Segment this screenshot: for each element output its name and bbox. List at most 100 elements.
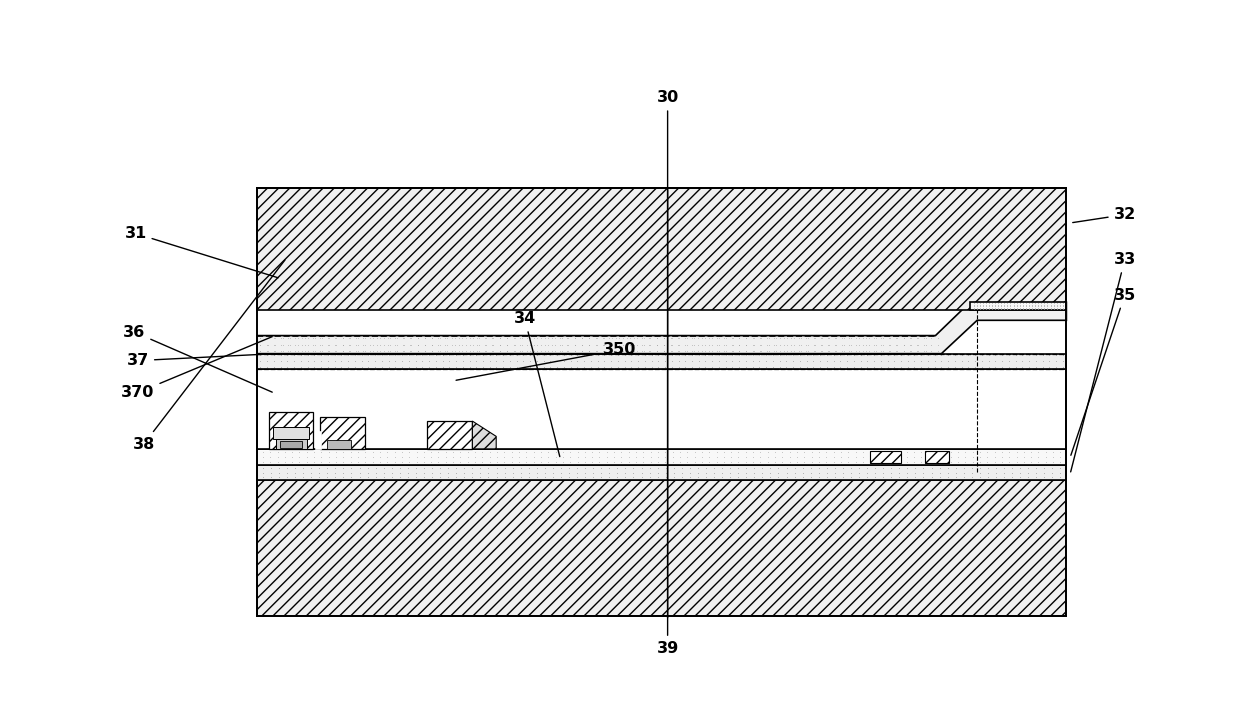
Point bbox=[486, 355, 506, 367]
Point bbox=[743, 446, 763, 458]
Point bbox=[1047, 298, 1066, 309]
Point bbox=[1009, 302, 1029, 313]
Point bbox=[684, 332, 704, 344]
Point bbox=[688, 471, 708, 483]
Point bbox=[735, 456, 755, 468]
Point bbox=[797, 345, 817, 357]
Point bbox=[291, 339, 311, 350]
Point bbox=[921, 339, 941, 350]
Point bbox=[941, 451, 961, 463]
Point bbox=[873, 462, 893, 473]
Point bbox=[1011, 467, 1030, 479]
Point bbox=[594, 361, 614, 373]
Point bbox=[460, 345, 480, 357]
Point bbox=[1006, 361, 1025, 373]
Point bbox=[575, 467, 595, 479]
Point bbox=[325, 361, 345, 373]
Point bbox=[436, 456, 456, 468]
Point bbox=[560, 355, 580, 367]
Point bbox=[348, 451, 368, 463]
Point bbox=[797, 361, 817, 373]
Point bbox=[429, 456, 449, 468]
Point bbox=[894, 339, 914, 350]
Point bbox=[291, 361, 311, 373]
Point bbox=[631, 467, 651, 479]
Point bbox=[723, 339, 743, 350]
Point bbox=[882, 462, 901, 473]
Point bbox=[1025, 300, 1045, 312]
Point bbox=[838, 456, 858, 468]
Point bbox=[1047, 302, 1066, 313]
Point bbox=[572, 332, 591, 344]
Point bbox=[1019, 298, 1039, 309]
Point bbox=[1025, 302, 1045, 313]
Point bbox=[668, 361, 688, 373]
Point bbox=[846, 332, 866, 344]
Point bbox=[728, 471, 748, 483]
Point bbox=[312, 339, 332, 350]
Point bbox=[889, 451, 909, 463]
Point bbox=[826, 339, 846, 350]
Point bbox=[350, 471, 370, 483]
Point bbox=[811, 339, 831, 350]
Point bbox=[463, 462, 482, 473]
Point bbox=[965, 361, 985, 373]
Point bbox=[1019, 355, 1039, 367]
Point bbox=[1022, 456, 1042, 468]
Point bbox=[811, 345, 831, 357]
Point bbox=[513, 350, 533, 361]
Point bbox=[1050, 300, 1070, 312]
Point bbox=[949, 446, 968, 458]
Point bbox=[823, 361, 843, 373]
Point bbox=[722, 451, 742, 463]
Point bbox=[503, 332, 523, 344]
Point bbox=[415, 339, 435, 350]
Point bbox=[264, 350, 284, 361]
Point bbox=[677, 339, 697, 350]
Point bbox=[450, 451, 470, 463]
Point bbox=[918, 355, 937, 367]
Point bbox=[994, 299, 1014, 311]
Point bbox=[260, 467, 280, 479]
Point bbox=[593, 332, 613, 344]
Point bbox=[1044, 299, 1064, 311]
Point bbox=[833, 462, 853, 473]
Point bbox=[884, 361, 904, 373]
Point bbox=[288, 345, 308, 357]
Point bbox=[898, 361, 918, 373]
Point bbox=[805, 332, 825, 344]
Point bbox=[591, 471, 611, 483]
Point bbox=[760, 462, 780, 473]
Point bbox=[880, 345, 900, 357]
Point bbox=[542, 332, 562, 344]
Point bbox=[270, 350, 290, 361]
Point bbox=[486, 462, 506, 473]
Point bbox=[796, 339, 816, 350]
Point bbox=[541, 361, 560, 373]
Point bbox=[564, 339, 584, 350]
Point bbox=[588, 355, 608, 367]
Point bbox=[823, 451, 843, 463]
Point bbox=[341, 446, 361, 458]
Point bbox=[655, 332, 675, 344]
Point bbox=[1032, 298, 1052, 309]
Point bbox=[988, 300, 1008, 312]
Point bbox=[560, 456, 580, 468]
Point bbox=[332, 339, 352, 350]
Point bbox=[372, 361, 392, 373]
Point bbox=[749, 361, 769, 373]
Point bbox=[946, 467, 966, 479]
Point bbox=[568, 350, 588, 361]
Point bbox=[299, 345, 319, 357]
Point bbox=[1025, 298, 1045, 309]
Point bbox=[864, 339, 884, 350]
Point bbox=[382, 462, 402, 473]
Point bbox=[978, 471, 998, 483]
Point bbox=[445, 345, 465, 357]
Point bbox=[682, 332, 702, 344]
Point bbox=[422, 332, 441, 344]
Point bbox=[980, 298, 999, 309]
Point bbox=[264, 332, 284, 344]
Point bbox=[392, 451, 412, 463]
Point bbox=[663, 471, 683, 483]
